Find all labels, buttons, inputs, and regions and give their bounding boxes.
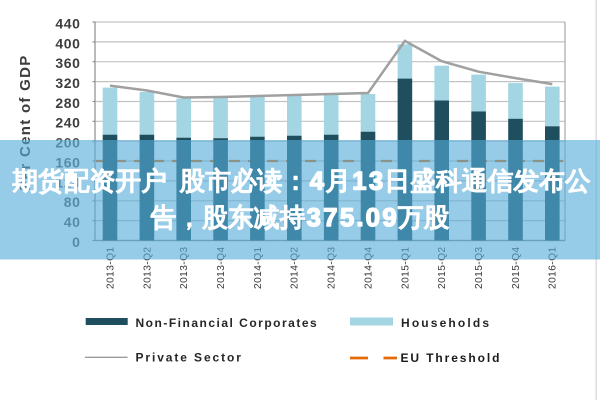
- svg-text:2013-Q1: 2013-Q1: [105, 247, 116, 289]
- svg-text:2014-Q4: 2014-Q4: [363, 247, 374, 289]
- svg-text:2015-Q4: 2015-Q4: [511, 247, 522, 289]
- svg-text:2015-Q1: 2015-Q1: [400, 247, 411, 289]
- svg-text:2014-Q2: 2014-Q2: [290, 247, 301, 289]
- svg-text:2013-Q4: 2013-Q4: [216, 247, 227, 289]
- svg-text:400: 400: [55, 35, 80, 51]
- svg-text:2015-Q3: 2015-Q3: [474, 247, 485, 289]
- svg-text:EU Threshold: EU Threshold: [401, 351, 502, 365]
- svg-text:2015-Q2: 2015-Q2: [437, 247, 448, 289]
- svg-text:2014-Q3: 2014-Q3: [327, 247, 338, 289]
- svg-text:2013-Q3: 2013-Q3: [179, 247, 190, 289]
- svg-text:Households: Households: [401, 316, 491, 330]
- svg-text:440: 440: [55, 15, 80, 31]
- svg-text:2014-Q1: 2014-Q1: [253, 247, 264, 289]
- svg-text:280: 280: [55, 95, 80, 111]
- svg-text:240: 240: [55, 115, 80, 131]
- svg-text:Private Sector: Private Sector: [136, 351, 243, 365]
- svg-text:Non-Financial Corporates: Non-Financial Corporates: [136, 316, 319, 330]
- svg-text:2016-Q1: 2016-Q1: [548, 247, 559, 289]
- svg-text:2013-Q2: 2013-Q2: [142, 247, 153, 289]
- svg-text:320: 320: [55, 75, 80, 91]
- svg-text:360: 360: [55, 55, 80, 71]
